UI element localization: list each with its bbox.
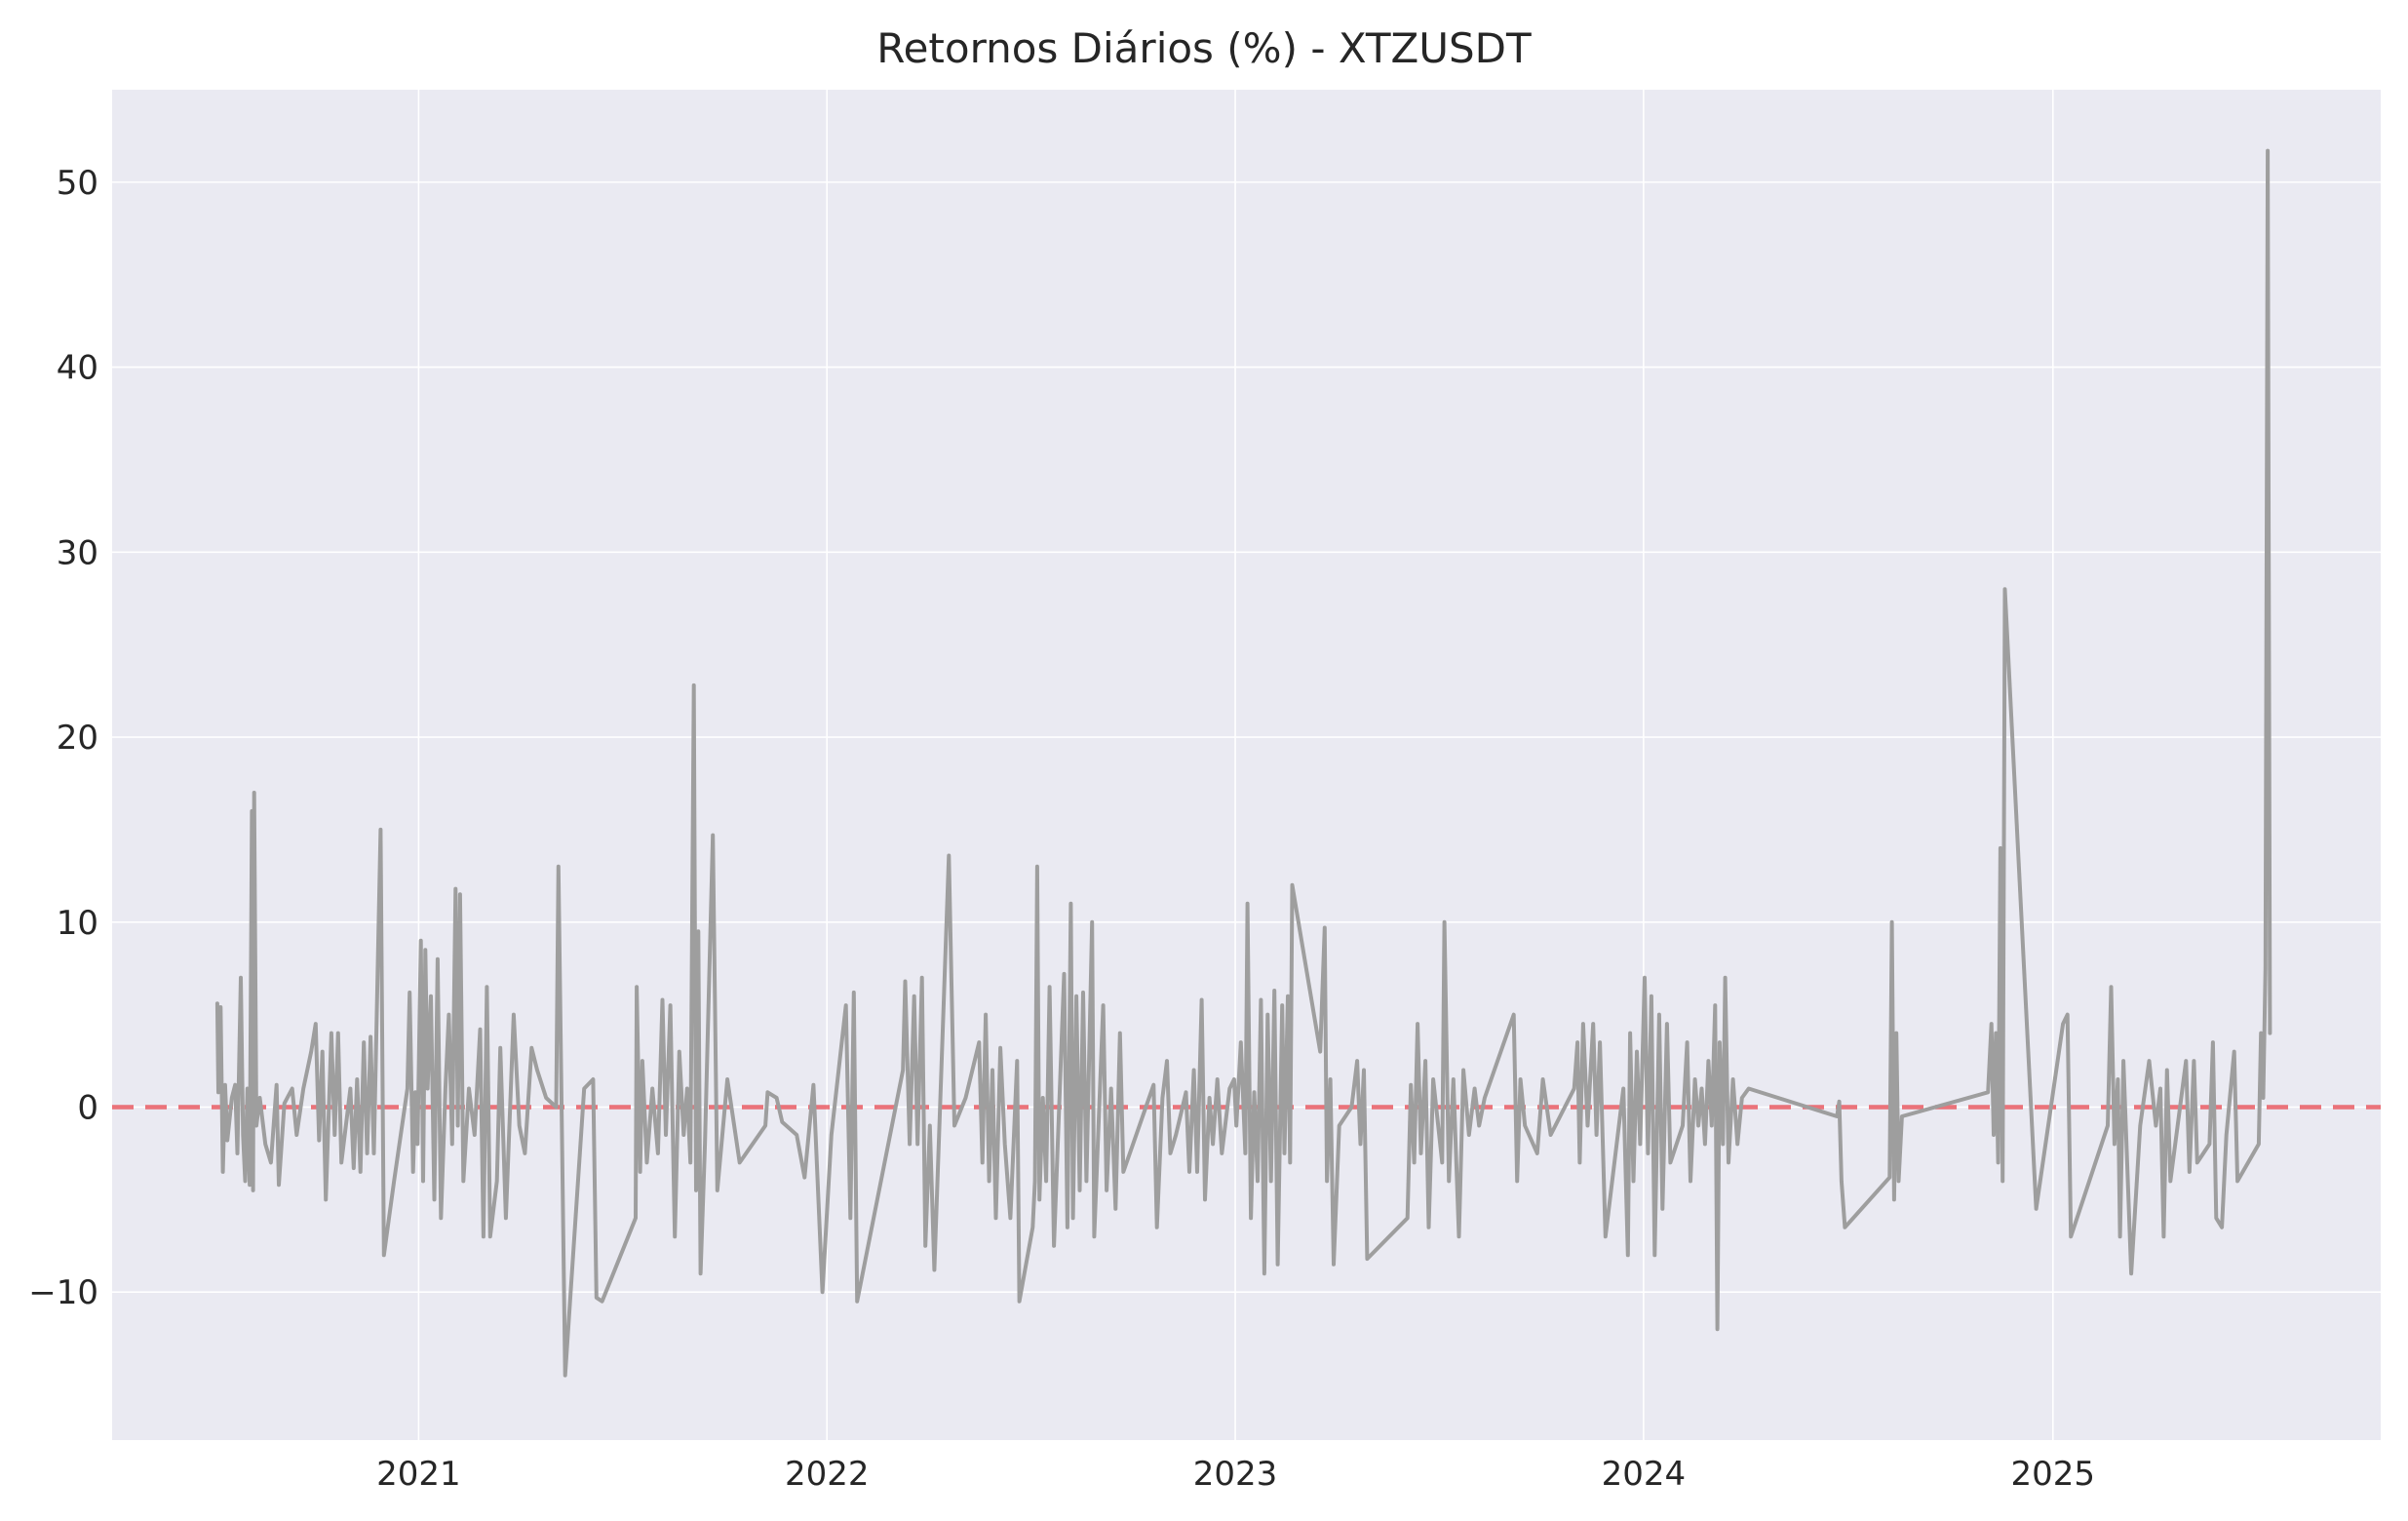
y-tick-labels: −10 0 10 20 30 40 50: [28, 164, 98, 1312]
y-tick-label: 0: [77, 1088, 98, 1127]
plot-area: [112, 90, 2381, 1440]
x-tick-labels: 2021 2022 2023 2024 2025: [376, 1455, 2095, 1494]
series-line: [214, 148, 2272, 1378]
y-tick-label: 30: [57, 533, 98, 572]
y-tick-label: 50: [57, 164, 98, 203]
x-tick-label: 2023: [1193, 1455, 1278, 1494]
chart-title: Retornos Diários (%) - XTZUSDT: [876, 24, 1532, 72]
y-tick-label: 40: [57, 349, 98, 388]
x-tick-label: 2024: [1602, 1455, 1687, 1494]
y-tick-label: 10: [57, 904, 98, 943]
y-tick-label: −10: [28, 1273, 98, 1312]
x-tick-label: 2025: [2011, 1455, 2096, 1494]
x-tick-label: 2022: [785, 1455, 870, 1494]
y-tick-label: 20: [57, 719, 98, 758]
x-tick-label: 2021: [376, 1455, 461, 1494]
series-layer: [214, 148, 2272, 1378]
